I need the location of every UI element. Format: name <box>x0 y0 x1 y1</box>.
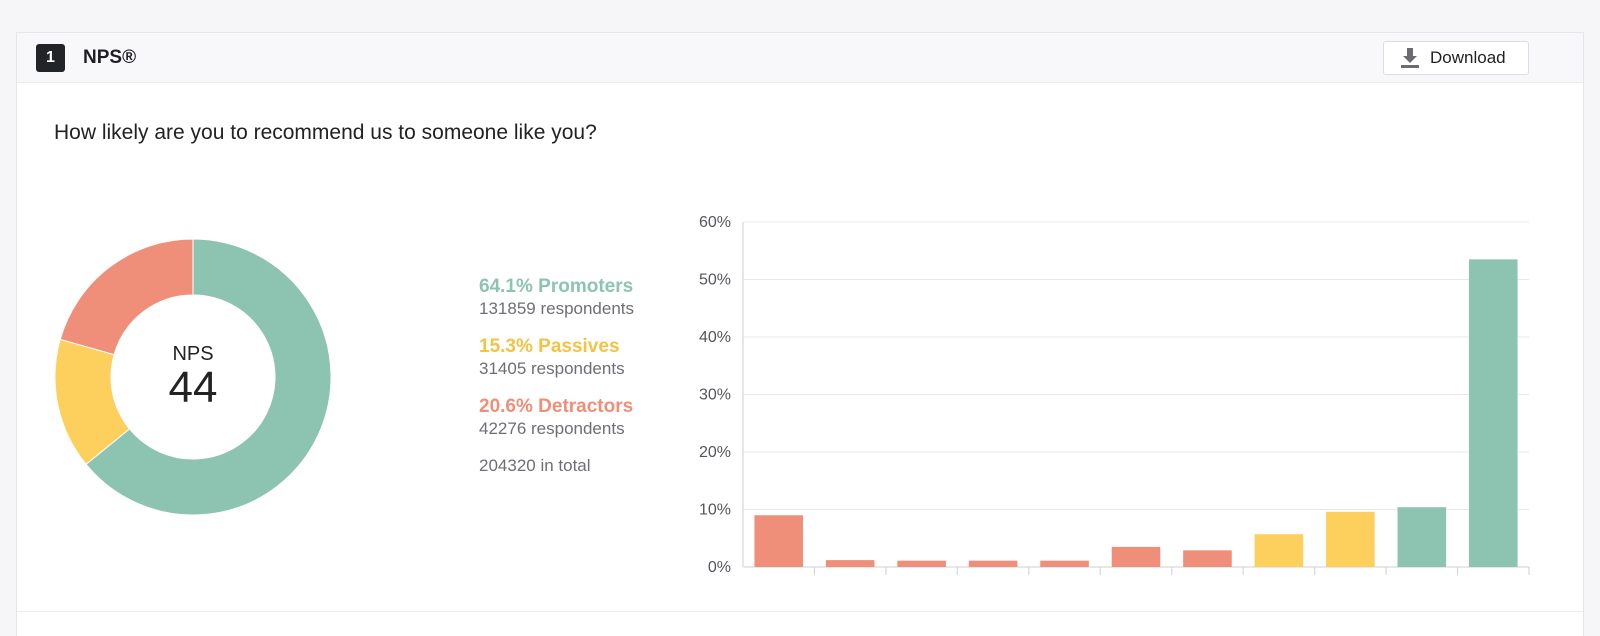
card-divider <box>17 611 1583 612</box>
nps-card: 1 NPS® Download How likely are you to re… <box>16 32 1584 636</box>
nps-donut-chart <box>54 238 332 516</box>
bar-score-4 <box>1040 560 1089 567</box>
bar-score-10 <box>1468 259 1518 567</box>
y-tick-label: 60% <box>699 214 731 231</box>
bar-score-7 <box>1254 534 1304 567</box>
bar-score-5 <box>1111 546 1161 567</box>
detractors-count: 42276 respondents <box>479 419 625 438</box>
card-header: 1 NPS® Download <box>17 33 1583 83</box>
download-label: Download <box>1430 48 1506 67</box>
legend-detractors: 20.6% Detractors 42276 respondents <box>479 396 634 439</box>
nps-legend: 64.1% Promoters 131859 respondents 15.3%… <box>479 276 634 476</box>
bar-score-2 <box>897 560 946 567</box>
donut-slice-promoters <box>85 238 332 516</box>
y-tick-label: 10% <box>699 502 731 519</box>
y-tick-label: 30% <box>699 387 731 404</box>
total-respondents: 204320 in total <box>479 456 591 475</box>
card-title: NPS® <box>83 47 137 68</box>
download-icon <box>1401 48 1419 68</box>
bar-score-3 <box>968 560 1018 567</box>
bar-score-0 <box>754 515 804 567</box>
score-distribution-bar-chart: 0%10%20%30%40%50%60%012345678910 <box>699 214 1530 576</box>
y-tick-label: 0% <box>708 559 731 576</box>
bar-score-8 <box>1326 511 1375 567</box>
y-tick-label: 20% <box>699 444 731 461</box>
bar-score-6 <box>1183 550 1232 567</box>
bar-score-1 <box>825 560 875 567</box>
passives-count: 31405 respondents <box>479 359 625 378</box>
download-button[interactable]: Download <box>1383 41 1529 75</box>
promoters-count: 131859 respondents <box>479 299 635 318</box>
passives-percentage: 15.3% Passives <box>479 336 620 357</box>
detractors-percentage: 20.6% Detractors <box>479 396 634 417</box>
donut-slice-detractors <box>59 238 194 356</box>
y-tick-label: 40% <box>699 329 731 346</box>
legend-passives: 15.3% Passives 31405 respondents <box>479 336 634 379</box>
y-tick-label: 50% <box>699 272 731 289</box>
question-number-badge: 1 <box>36 44 65 72</box>
promoters-percentage: 64.1% Promoters <box>479 276 634 297</box>
bar-score-9 <box>1397 507 1447 567</box>
question-text: How likely are you to recommend us to so… <box>54 121 597 144</box>
legend-promoters: 64.1% Promoters 131859 respondents <box>479 276 634 319</box>
